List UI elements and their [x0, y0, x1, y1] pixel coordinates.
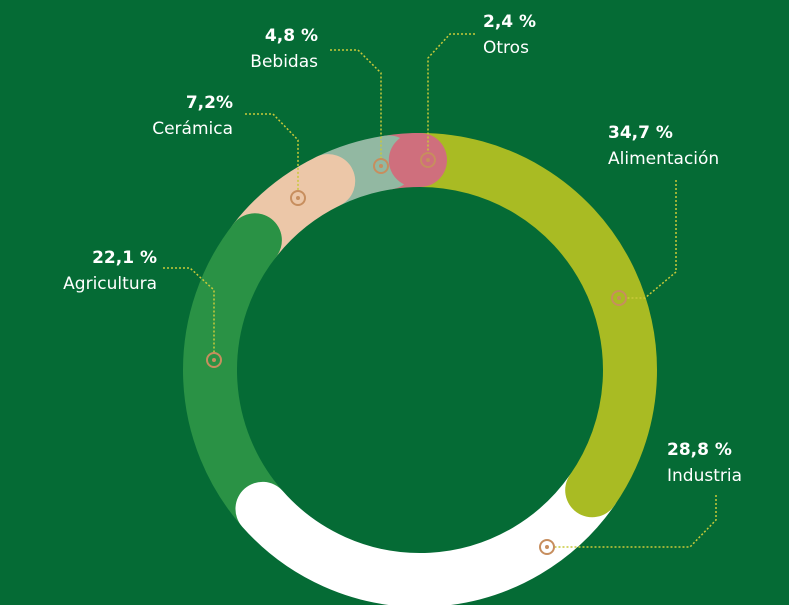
donut-segment [183, 213, 290, 536]
leader-line [330, 49, 382, 158]
category-label: Industria [667, 466, 742, 486]
marker-ring [611, 290, 627, 306]
marker-ring [290, 190, 306, 206]
value-label: 4,8 % [265, 26, 318, 46]
leader-line [427, 33, 475, 152]
category-label: Cerámica [152, 119, 233, 139]
leader-line [627, 180, 677, 299]
leader-line [245, 113, 299, 190]
donut-segment [393, 133, 657, 518]
marker-ring [420, 152, 436, 168]
value-label: 34,7 % [608, 123, 673, 143]
marker-ring [539, 539, 555, 555]
category-label: Agricultura [63, 274, 157, 294]
marker-dot [617, 296, 621, 300]
leader-line [163, 267, 215, 352]
donut-segment [235, 463, 620, 605]
value-label: 2,4 % [483, 12, 536, 32]
marker-ring [373, 158, 389, 174]
category-label: Otros [483, 38, 529, 58]
marker-dot [296, 196, 300, 200]
marker-ring [206, 352, 222, 368]
marker-dot [545, 545, 549, 549]
value-label: 28,8 % [667, 440, 732, 460]
category-label: Bebidas [250, 52, 318, 72]
category-label: Alimentación [608, 149, 719, 169]
leader-line [555, 495, 717, 548]
value-label: 7,2% [186, 93, 233, 113]
marker-dot [426, 158, 430, 162]
marker-dot [212, 358, 216, 362]
marker-dot [379, 164, 383, 168]
value-label: 22,1 % [92, 248, 157, 268]
